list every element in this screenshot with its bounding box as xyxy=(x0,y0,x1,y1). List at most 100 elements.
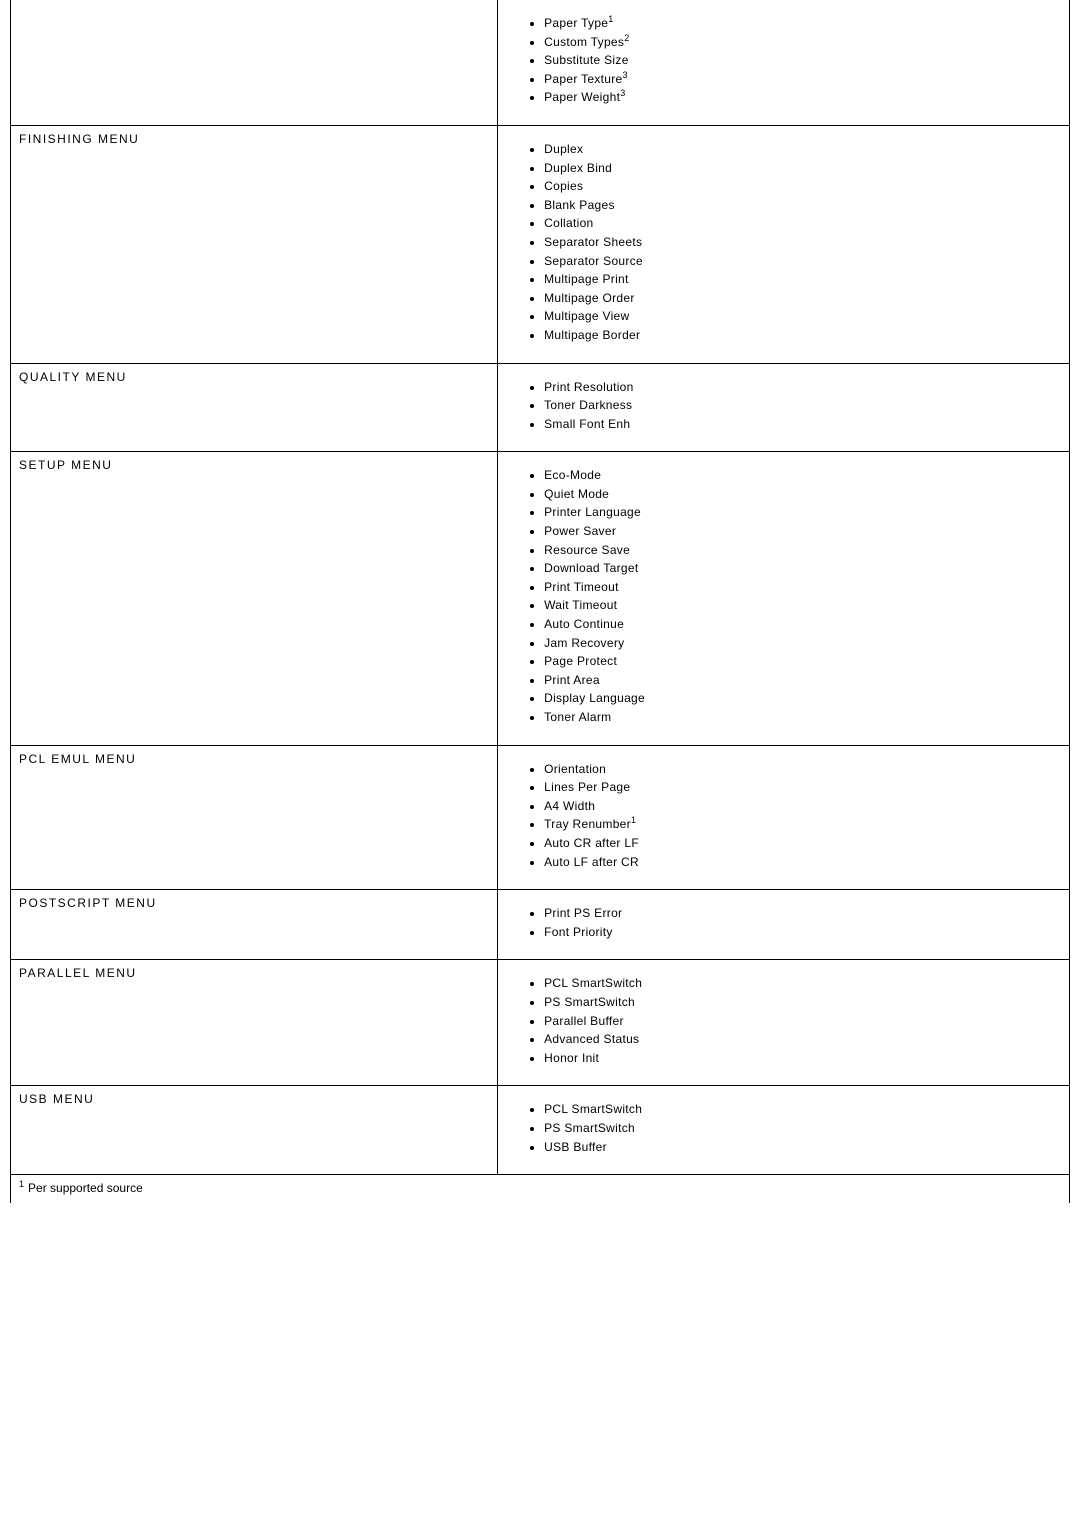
menu-item-text: Multipage View xyxy=(544,309,629,323)
menu-item-text: Multipage Border xyxy=(544,328,640,342)
menu-item: Print Resolution xyxy=(544,378,1061,397)
menu-item-text: PCL SmartSwitch xyxy=(544,1102,642,1116)
menu-items-cell: Print Resolution Toner Darkness Small Font… xyxy=(498,363,1070,452)
menu-item-text: Print Timeout xyxy=(544,580,619,594)
menu-item-text: Jam Recovery xyxy=(544,636,624,650)
menu-item: Paper Type1 xyxy=(544,14,1061,33)
menu-item: Toner Darkness xyxy=(544,396,1061,415)
menu-item-text: Separator Source xyxy=(544,254,643,268)
menu-item-text: Display Language xyxy=(544,691,645,705)
menu-item-text: Paper Texture xyxy=(544,72,622,86)
menu-item: Tray Renumber1 xyxy=(544,815,1061,834)
menu-item: Auto CR after LF xyxy=(544,834,1061,853)
menu-item-text: Eco-Mode xyxy=(544,468,601,482)
menu-item: Print PS Error xyxy=(544,904,1061,923)
menu-items-cell: Eco-Mode Quiet Mode Printer Language Power … xyxy=(498,452,1070,745)
footnote-marker: 2 xyxy=(624,33,629,43)
menu-item-text: USB Buffer xyxy=(544,1140,607,1154)
menu-item: Wait Timeout xyxy=(544,596,1061,615)
footnote-cell: 1Per supported source xyxy=(11,1175,1070,1204)
menu-item: Collation xyxy=(544,214,1061,233)
menu-item-text: Print PS Error xyxy=(544,906,622,920)
menu-item: Separator Source xyxy=(544,252,1061,271)
menu-item-text: Toner Alarm xyxy=(544,710,611,724)
menu-name-cell: SETUP MENU xyxy=(11,452,498,745)
footnote-row: 1Per supported source xyxy=(11,1175,1070,1204)
menu-item: Download Target xyxy=(544,559,1061,578)
menu-item: Parallel Buffer xyxy=(544,1012,1061,1031)
menu-item: Toner Alarm xyxy=(544,708,1061,727)
menu-item-text: Separator Sheets xyxy=(544,235,642,249)
menu-item: Font Priority xyxy=(544,923,1061,942)
menu-item: Honor Init xyxy=(544,1049,1061,1068)
menu-row: FINISHING MENUDuplexDuplex BindCopiesBla… xyxy=(11,125,1070,363)
menu-item-text: Paper Type xyxy=(544,16,608,30)
menu-items-cell: OrientationLines Per Page A4 WidthTray Re… xyxy=(498,745,1070,890)
menu-item: Copies xyxy=(544,177,1061,196)
footnote-marker: 1 xyxy=(608,14,613,24)
menu-item-list: DuplexDuplex BindCopiesBlank PagesCollat… xyxy=(506,140,1061,345)
footnote-marker: 1 xyxy=(631,815,636,825)
menu-item: Multipage Print xyxy=(544,270,1061,289)
menu-item: Display Language xyxy=(544,689,1061,708)
menu-row: PCL EMUL MENU OrientationLines Per Page A4… xyxy=(11,745,1070,890)
menu-item: Multipage View xyxy=(544,307,1061,326)
menu-item: PS SmartSwitch xyxy=(544,1119,1061,1138)
menu-item-text: Collation xyxy=(544,216,593,230)
menu-item-text: Print Area xyxy=(544,673,600,687)
menu-item-text: Wait Timeout xyxy=(544,598,617,612)
menu-items-cell: PCL SmartSwitchPS SmartSwitchParallel Bu… xyxy=(498,960,1070,1086)
menu-item-text: Copies xyxy=(544,179,583,193)
menu-item-text: Small Font Enh xyxy=(544,417,630,431)
menu-name-cell: PARALLEL MENU xyxy=(11,960,498,1086)
menu-item-text: Auto Continue xyxy=(544,617,624,631)
menu-item-list: OrientationLines Per Page A4 WidthTray Re… xyxy=(506,760,1061,872)
menu-item: Auto LF after CR xyxy=(544,853,1061,872)
menu-row: POSTSCRIPT MENUPrint PS ErrorFont Priori… xyxy=(11,890,1070,960)
menu-item: Small Font Enh xyxy=(544,415,1061,434)
menu-item: Duplex Bind xyxy=(544,159,1061,178)
menu-item-text: PS SmartSwitch xyxy=(544,1121,635,1135)
menu-item: Substitute Size xyxy=(544,51,1061,70)
menu-item-text: Print Resolution xyxy=(544,380,634,394)
footnote-marker: 3 xyxy=(623,70,628,80)
menu-item-text: Font Priority xyxy=(544,925,613,939)
menu-item-text: Lines Per Page xyxy=(544,780,630,794)
menu-item-text: Duplex Bind xyxy=(544,161,612,175)
menu-item-text: Auto CR after LF xyxy=(544,836,639,850)
menu-name-cell: PCL EMUL MENU xyxy=(11,745,498,890)
menu-item-text: Power Saver xyxy=(544,524,616,538)
menu-table: Paper Type1Custom Types2Substitute SizeP… xyxy=(10,0,1070,1203)
menu-item-text: Multipage Order xyxy=(544,291,635,305)
menu-item: Print Area xyxy=(544,671,1061,690)
menu-items-cell: Paper Type1Custom Types2Substitute SizeP… xyxy=(498,0,1070,125)
menu-items-cell: Print PS Error Font Priority xyxy=(498,890,1070,960)
menu-item: Resource Save xyxy=(544,541,1061,560)
menu-item-text: Resource Save xyxy=(544,543,630,557)
menu-item: Eco-Mode xyxy=(544,466,1061,485)
menu-item-text: Multipage Print xyxy=(544,272,629,286)
menu-items-cell: PCL SmartSwitch PS SmartSwitch USB Buffer xyxy=(498,1086,1070,1175)
menu-row: QUALITY MENUPrint ResolutionToner Darkne… xyxy=(11,363,1070,452)
menu-item: A4 Width xyxy=(544,797,1061,816)
menu-item: PCL SmartSwitch xyxy=(544,974,1061,993)
menu-item-text: Paper Weight xyxy=(544,90,620,104)
menu-item: Power Saver xyxy=(544,522,1061,541)
menu-name-cell xyxy=(11,0,498,125)
menu-item: Orientation xyxy=(544,760,1061,779)
menu-item-list: Print Resolution Toner Darkness Small Font… xyxy=(506,378,1061,434)
menu-row: PARALLEL MENUPCL SmartSwitchPS SmartSwit… xyxy=(11,960,1070,1086)
menu-item: Custom Types2 xyxy=(544,33,1061,52)
menu-item-text: Toner Darkness xyxy=(544,398,632,412)
menu-item-text: Printer Language xyxy=(544,505,641,519)
menu-row: SETUP MENU Eco-Mode Quiet Mode Printer Lang… xyxy=(11,452,1070,745)
menu-item: Auto Continue xyxy=(544,615,1061,634)
menu-item: Jam Recovery xyxy=(544,634,1061,653)
menu-item: USB Buffer xyxy=(544,1138,1061,1157)
menu-item: Multipage Order xyxy=(544,289,1061,308)
menu-item-text: Substitute Size xyxy=(544,53,629,67)
menu-item: Page Protect xyxy=(544,652,1061,671)
menu-item-text: Quiet Mode xyxy=(544,487,609,501)
menu-item-text: Download Target xyxy=(544,561,638,575)
menu-item: PCL SmartSwitch xyxy=(544,1100,1061,1119)
